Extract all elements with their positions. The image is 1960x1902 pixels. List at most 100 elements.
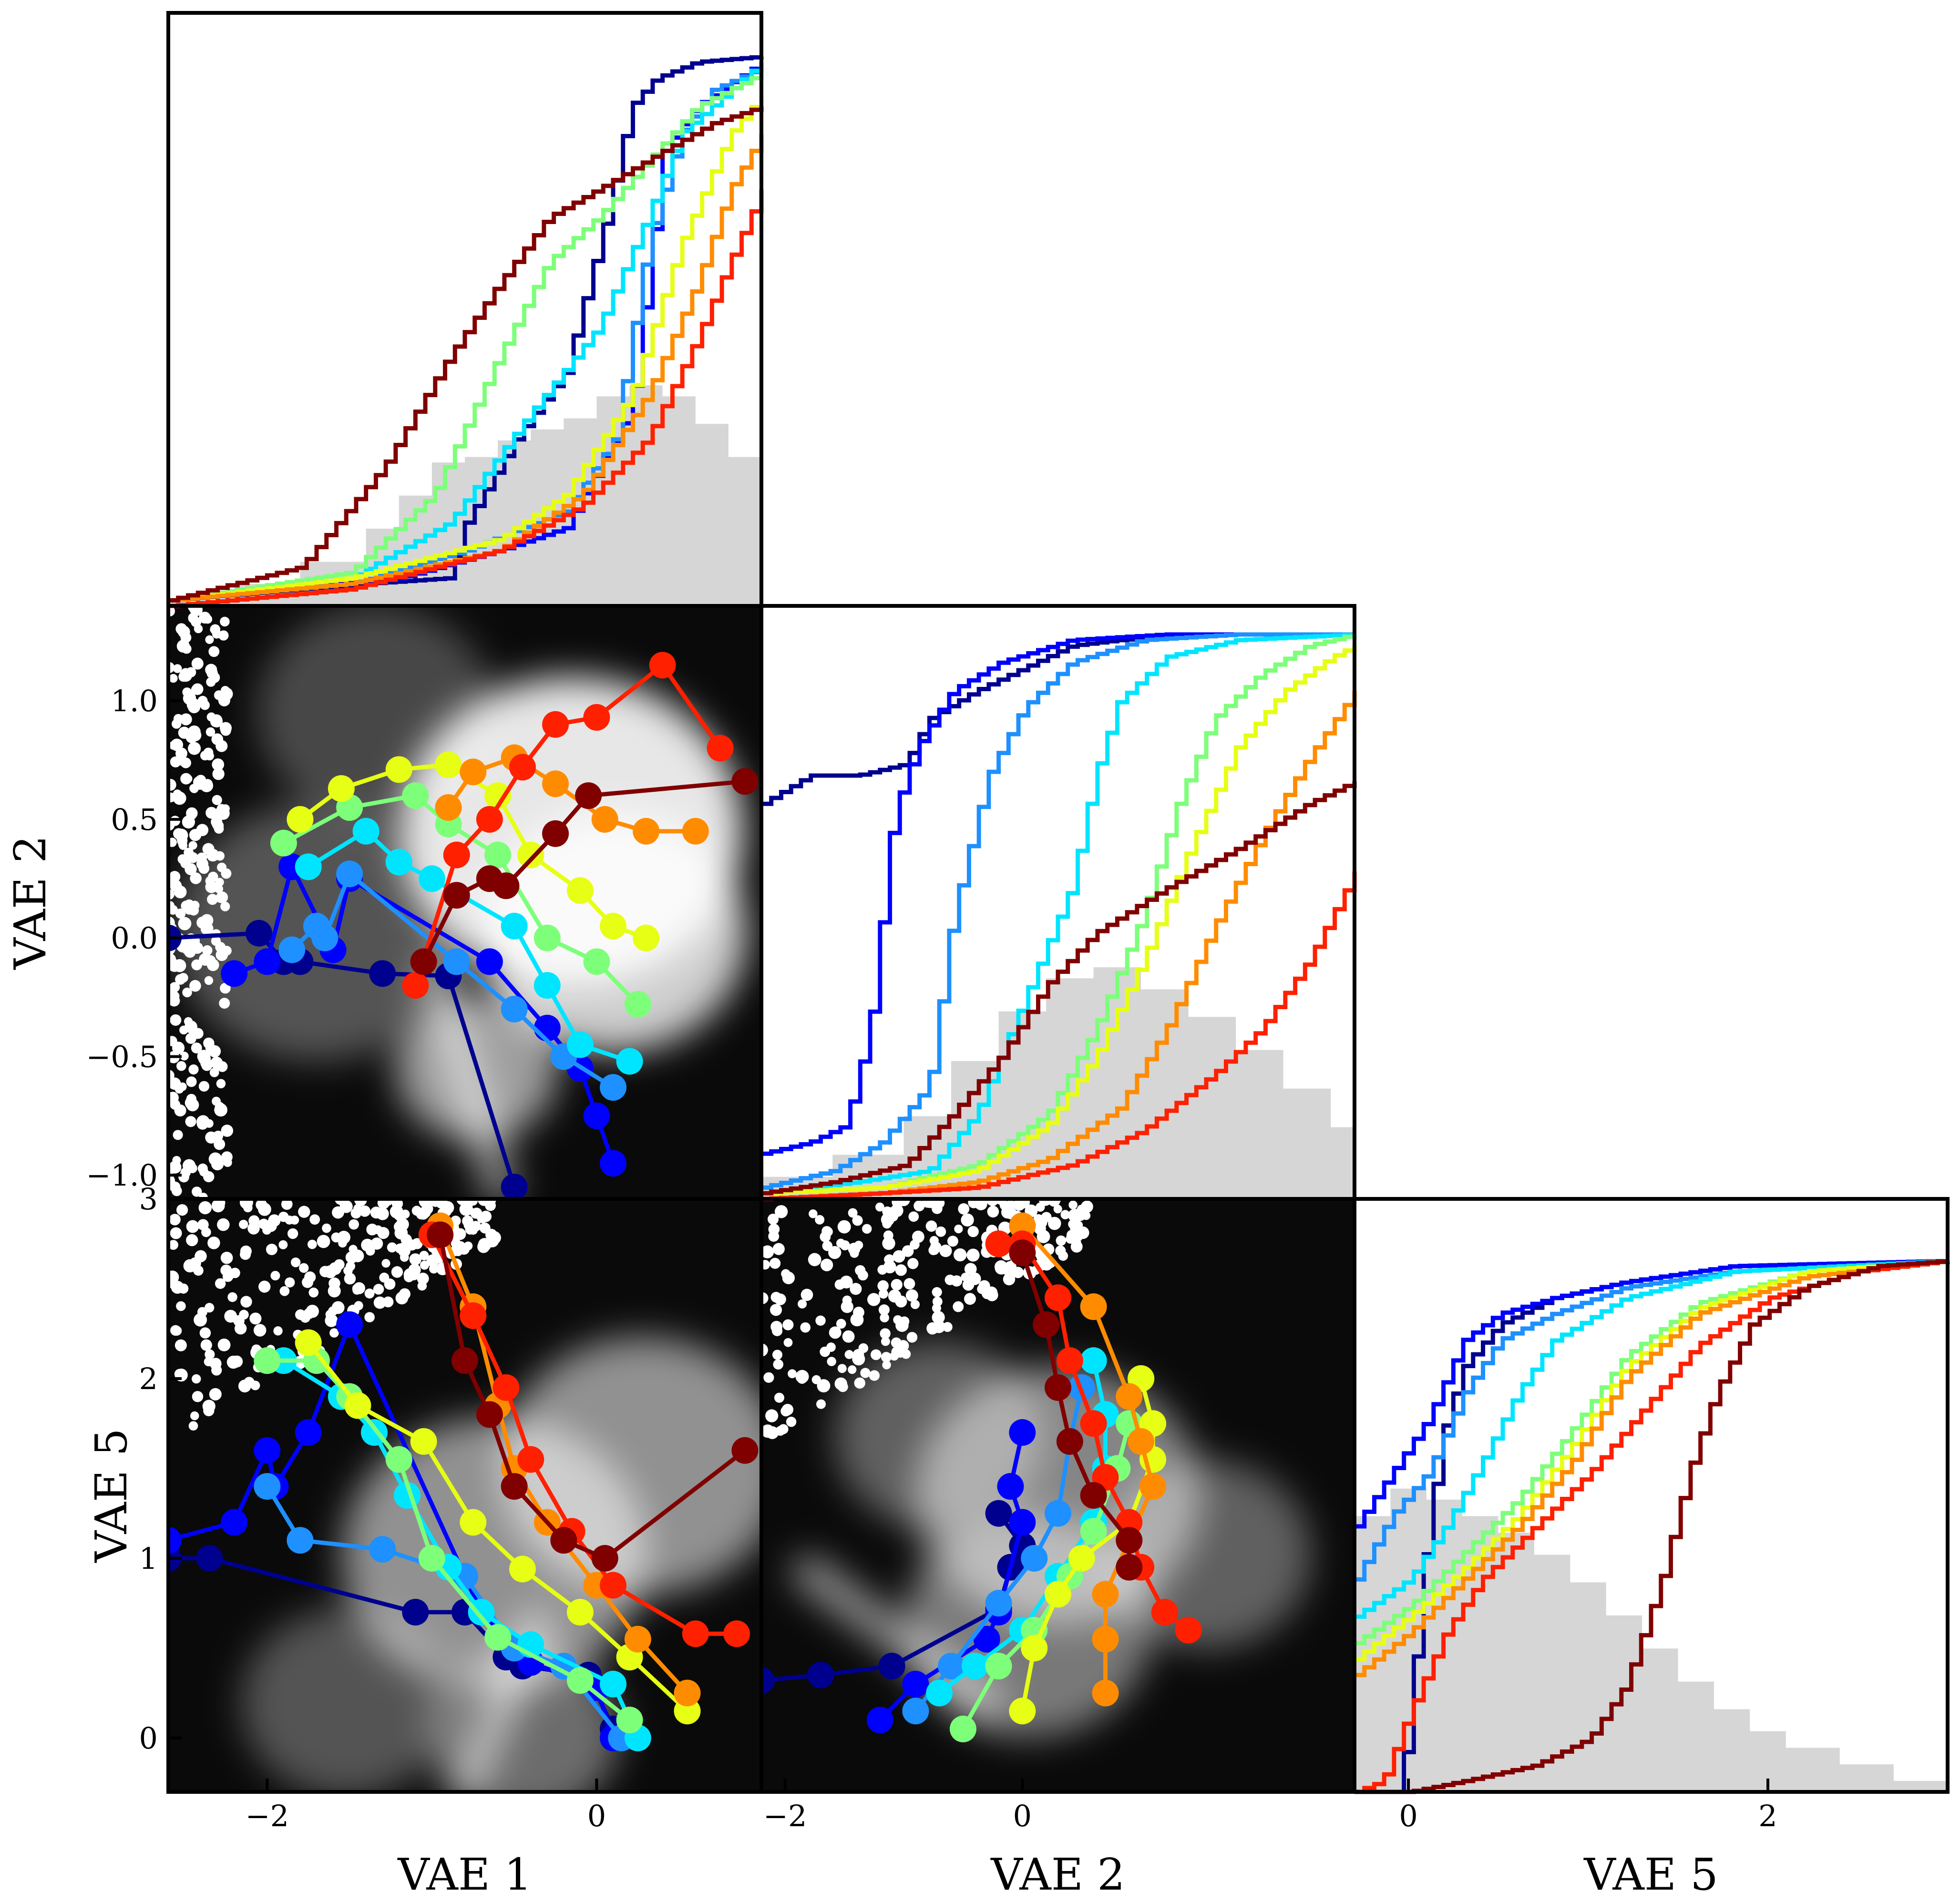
outlier-point (208, 1152, 222, 1166)
outlier-point (190, 1411, 199, 1421)
track-point-2 (295, 1419, 322, 1446)
outlier-point (809, 1209, 818, 1218)
track-point-3 (369, 1536, 396, 1563)
outlier-point (962, 1279, 975, 1291)
track-point-9 (452, 1347, 478, 1374)
outlier-point (182, 815, 195, 828)
outlier-point (932, 1320, 945, 1333)
outlier-point (420, 1260, 429, 1270)
track-point-2 (254, 1437, 281, 1464)
outlier-point (364, 1288, 375, 1299)
track-point-7 (633, 818, 660, 845)
outlier-point (880, 1328, 891, 1339)
outlier-point (290, 1257, 301, 1268)
outlier-point (465, 1224, 476, 1235)
outlier-point (987, 1206, 999, 1218)
outlier-point (910, 1239, 920, 1250)
outlier-point (1012, 1267, 1024, 1278)
cdf-series-7 (1355, 1259, 1950, 1677)
x-tick-label: 0 (1013, 1799, 1032, 1833)
track-point-3 (311, 924, 339, 951)
track-point-9 (1045, 1374, 1071, 1401)
outlier-point (1070, 1240, 1083, 1253)
outlier-point (172, 1042, 185, 1054)
outlier-point (826, 1342, 836, 1352)
track-point-1 (369, 960, 396, 987)
outlier-point (169, 982, 180, 992)
track-point-6 (460, 1509, 487, 1536)
outlier-point (303, 1308, 315, 1319)
cdf-series-3 (761, 632, 1355, 1190)
outlier-point (797, 1373, 807, 1384)
outlier-point (196, 858, 208, 870)
outlier-point (239, 1219, 248, 1229)
track-point-8 (723, 1620, 750, 1647)
outlier-point (387, 1242, 397, 1253)
outlier-point (287, 1228, 298, 1239)
outlier-point (376, 1207, 389, 1220)
track-point-8 (509, 754, 536, 781)
cdf-series-9 (761, 781, 1357, 1196)
outlier-point (829, 1326, 841, 1339)
outlier-point (850, 1283, 862, 1295)
outlier-point (215, 878, 224, 887)
panel-frame (1353, 1197, 1950, 1794)
density-blob (834, 1341, 1045, 1531)
track-point-2 (902, 1670, 929, 1697)
outlier-point (216, 804, 226, 814)
outlier-point (848, 1365, 857, 1374)
y-tick-label: 2 (139, 1361, 158, 1396)
outlier-point (471, 1207, 482, 1219)
track-point-9 (575, 782, 602, 809)
density-blob (1101, 1460, 1311, 1649)
outlier-point (205, 664, 217, 676)
outlier-point (169, 674, 178, 683)
outlier-point (181, 644, 192, 654)
outlier-point (210, 624, 221, 635)
outlier-point (273, 1326, 283, 1336)
outlier-point (964, 1263, 977, 1276)
outlier-point (895, 1295, 907, 1308)
outlier-point (328, 1277, 340, 1289)
outlier-point (180, 757, 191, 768)
outlier-point (902, 1245, 914, 1257)
outlier-point (820, 1231, 831, 1242)
outlier-point (871, 1349, 882, 1360)
outlier-point (435, 1199, 447, 1209)
outlier-point (197, 1163, 208, 1174)
outlier-point (221, 868, 232, 879)
outlier-point (800, 1322, 811, 1333)
outlier-point (419, 1250, 429, 1260)
outlier-point (982, 1288, 993, 1299)
track-point-6 (566, 1599, 594, 1626)
outlier-point (278, 1211, 289, 1222)
outlier-point (197, 1219, 209, 1231)
outlier-point (1055, 1245, 1066, 1256)
outlier-point (204, 1357, 213, 1367)
track-point-6 (1045, 1581, 1071, 1608)
y-tick-label: 0 (139, 1721, 158, 1756)
outlier-point (932, 1303, 941, 1313)
track-point-6 (509, 1555, 536, 1583)
outlier-point (215, 851, 225, 861)
track-point-6 (633, 924, 660, 951)
outlier-point (216, 1079, 226, 1089)
outlier-point (842, 1330, 855, 1343)
outlier-point (953, 1301, 964, 1312)
track-point-2 (336, 1311, 363, 1338)
track-point-8 (1045, 1284, 1071, 1311)
cdf-series-6 (1355, 1259, 1950, 1661)
track-point-6 (600, 912, 626, 940)
outlier-point (1003, 1273, 1016, 1286)
cdf-series-6 (168, 95, 764, 603)
outlier-point (924, 1199, 937, 1208)
track-point-9 (1009, 1239, 1036, 1267)
track-point-2 (221, 960, 248, 987)
track-point-5 (566, 1667, 594, 1694)
track-point-9 (1080, 1482, 1107, 1509)
outlier-point (1041, 1212, 1052, 1223)
outlier-point (172, 1326, 182, 1336)
cdf-series-2 (761, 632, 1355, 1156)
outlier-point (191, 616, 202, 627)
